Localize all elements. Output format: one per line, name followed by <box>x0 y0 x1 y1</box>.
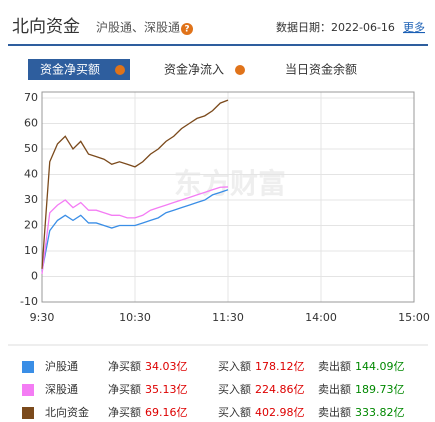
legend-label: 买入额 <box>218 406 251 419</box>
legend-label: 净买额 <box>108 359 141 373</box>
y-tick-label: 50 <box>24 142 38 155</box>
legend-label: 卖出额 <box>318 382 351 396</box>
help-icon[interactable] <box>115 65 125 75</box>
legend-label: 买入额 <box>218 360 251 373</box>
legend-swatch <box>22 407 34 419</box>
legend-name: 沪股通 <box>45 359 78 373</box>
y-tick-label: 70 <box>24 91 38 104</box>
series-line <box>41 99 229 269</box>
tab[interactable]: 资金净流入 <box>164 62 224 77</box>
legend-label: 净买额 <box>108 405 141 419</box>
legend-label: 净买额 <box>108 382 141 396</box>
more-link[interactable]: 更多 <box>403 20 425 34</box>
legend-value: 224.86亿 <box>255 383 305 396</box>
series-line <box>41 186 229 275</box>
series-line <box>41 189 229 272</box>
y-tick-label: 0 <box>31 270 38 283</box>
legend-label: 买入额 <box>218 383 251 396</box>
legend-swatch <box>22 361 34 373</box>
date: 数据日期：2022-06-16 <box>276 20 395 34</box>
legend-value: 35.13亿 <box>145 383 188 396</box>
active-tab[interactable] <box>28 59 130 80</box>
legend-value: 178.12亿 <box>255 360 305 373</box>
legend-name: 北向资金 <box>45 405 89 419</box>
legend-value: 189.73亿 <box>355 383 405 396</box>
x-tick-label: 10:30 <box>119 311 151 324</box>
x-tick-label: 9:30 <box>30 311 55 324</box>
legend-swatch <box>22 384 34 396</box>
legend-value: 402.98亿 <box>255 406 305 419</box>
x-tick-label: 11:30 <box>212 311 244 324</box>
x-tick-label: 15:00 <box>398 311 430 324</box>
y-tick-label: 30 <box>24 193 38 206</box>
help-icon[interactable] <box>235 65 245 75</box>
title: 北向资金 <box>12 17 80 37</box>
y-tick-label: 20 <box>24 219 38 232</box>
y-tick-label: -10 <box>20 295 38 308</box>
tab[interactable]: 资金净买额 <box>40 62 100 77</box>
help-mark: ? <box>184 25 189 35</box>
legend-value: 34.03亿 <box>145 360 188 373</box>
watermark: 东方财富 <box>174 167 286 200</box>
y-tick-label: 40 <box>24 168 38 181</box>
legend-value: 69.16亿 <box>145 406 188 419</box>
legend-label: 卖出额 <box>318 405 351 419</box>
tab[interactable]: 当日资金余额 <box>285 62 357 77</box>
y-tick-label: 10 <box>24 244 38 257</box>
legend-value: 144.09亿 <box>355 360 405 373</box>
legend-name: 深股通 <box>45 383 78 396</box>
legend-label: 卖出额 <box>318 359 351 373</box>
help-icon[interactable] <box>181 23 193 35</box>
plot-frame <box>41 91 415 303</box>
x-tick-label: 14:00 <box>305 311 337 324</box>
y-tick-label: 60 <box>24 117 38 130</box>
legend-value: 333.82亿 <box>355 406 405 419</box>
subtitle: 沪股通、深股通 <box>96 21 180 35</box>
